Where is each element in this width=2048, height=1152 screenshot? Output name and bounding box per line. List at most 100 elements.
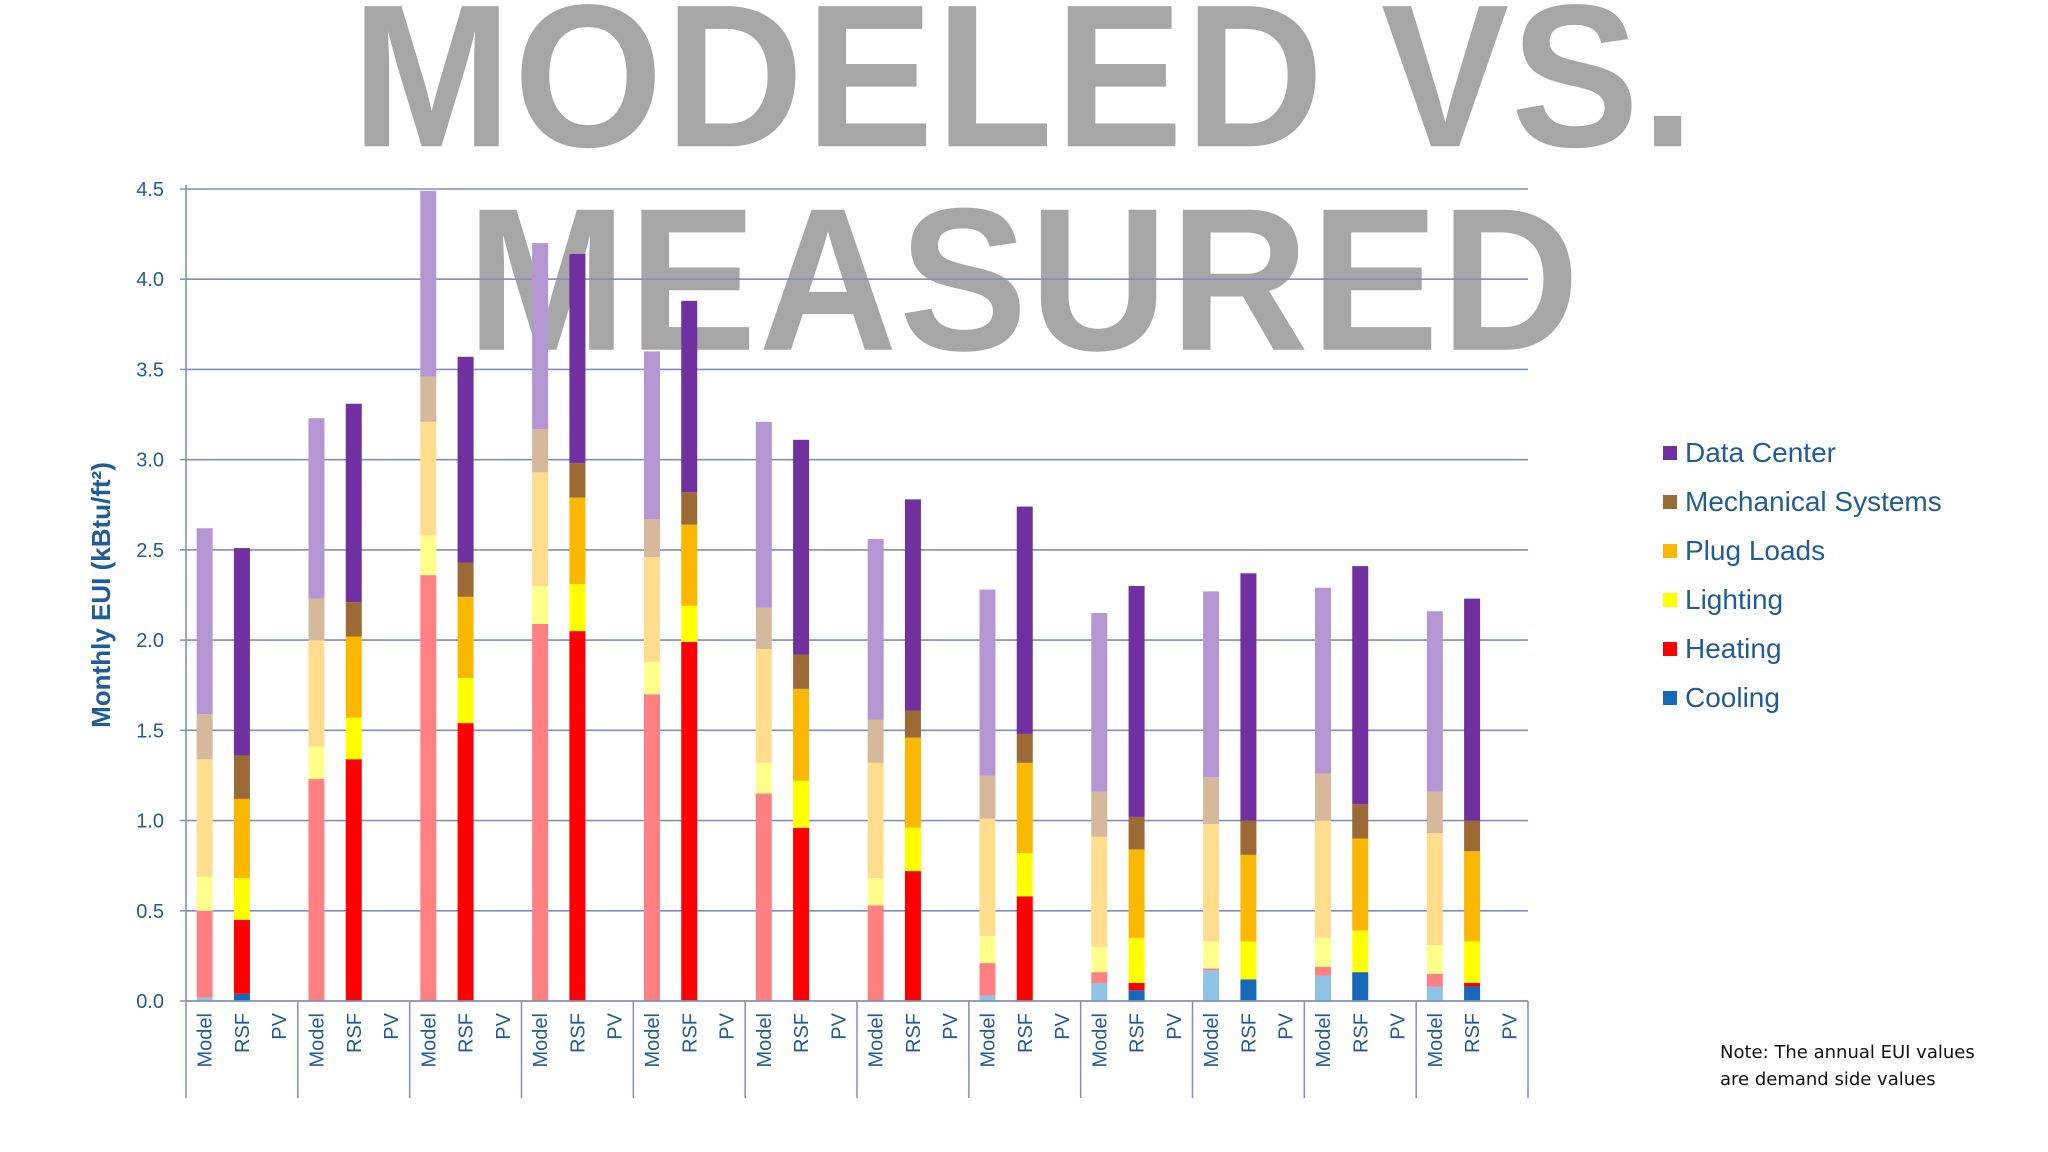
- bar-segment-model-heating: [755, 793, 772, 1001]
- bar-segment-rsf-lighting: [569, 584, 586, 632]
- x-tick-label: PV: [1388, 1012, 1410, 1039]
- bar-segment-rsf-data-center: [904, 499, 921, 711]
- bar-segment-rsf-cooling: [1464, 986, 1481, 1001]
- footnote: Note: The annual EUI values are demand s…: [1720, 1039, 2020, 1093]
- bar-segment-model-plug-loads: [755, 649, 772, 763]
- x-tick-label: RSF: [1238, 1013, 1260, 1053]
- bar-segment-model-heating: [1314, 966, 1331, 976]
- bar-segment-rsf-mechanical-systems: [1464, 820, 1481, 852]
- bar-segment-model-plug-loads: [308, 640, 325, 747]
- bar-segment-rsf-lighting: [681, 605, 698, 642]
- bar-segment-model-cooling: [1091, 982, 1108, 1001]
- bar-segment-model-lighting: [1203, 941, 1220, 969]
- legend-swatch: [1663, 543, 1677, 558]
- bar-segment-rsf-lighting: [233, 878, 250, 920]
- y-tick-label: 3.0: [136, 450, 164, 472]
- bar-segment-model-mechanical-systems: [755, 607, 772, 650]
- x-tick-label: PV: [493, 1012, 515, 1039]
- bar-segment-model-mechanical-systems: [1203, 777, 1220, 825]
- bar-segment-rsf-lighting: [904, 827, 921, 872]
- legend-label: Plug Loads: [1685, 534, 1826, 566]
- legend-item-mechanical-systems: Mechanical Systems: [1663, 477, 1942, 526]
- bar-segment-rsf-data-center: [233, 548, 250, 756]
- x-tick-label: PV: [828, 1012, 850, 1039]
- bar-segment-rsf-mechanical-systems: [681, 492, 698, 525]
- bar-segment-model-heating: [867, 905, 884, 1001]
- bar-segment-rsf-plug-loads: [793, 688, 810, 781]
- bar-segment-rsf-lighting: [1464, 941, 1481, 983]
- bar-segment-rsf-mechanical-systems: [233, 755, 250, 799]
- bar-segment-model-lighting: [755, 762, 772, 794]
- bar-segment-rsf-data-center: [1464, 598, 1481, 821]
- legend-label: Lighting: [1685, 583, 1784, 615]
- bar-segment-model-plug-loads: [1314, 820, 1331, 938]
- legend-swatch: [1663, 445, 1677, 460]
- bar-segment-model-data-center: [1091, 613, 1108, 792]
- x-tick-label: RSF: [1127, 1013, 1149, 1053]
- x-tick-label: RSF: [1462, 1013, 1484, 1053]
- bar-segment-model-cooling: [979, 995, 996, 1001]
- x-tick-label: Model: [195, 1013, 217, 1067]
- bar-segment-rsf-heating: [345, 759, 362, 1001]
- bar-segment-rsf-data-center: [681, 300, 698, 493]
- bar-segment-model-lighting: [420, 535, 437, 576]
- footnote-line: are demand side values: [1720, 1069, 1936, 1090]
- x-tick-label: PV: [1164, 1012, 1186, 1039]
- bar-segment-rsf-lighting: [1016, 853, 1033, 897]
- bar-segment-model-lighting: [308, 746, 325, 780]
- chart-legend: Data Center Mechanical Systems Plug Load…: [1663, 428, 1942, 722]
- x-tick-label: Model: [866, 1013, 888, 1067]
- x-tick-label: RSF: [1350, 1013, 1372, 1053]
- x-tick-label: Model: [977, 1013, 999, 1067]
- bar-segment-rsf-plug-loads: [1352, 838, 1369, 931]
- bar-segment-rsf-data-center: [569, 253, 586, 464]
- x-tick-label: PV: [1276, 1012, 1298, 1039]
- bar-segment-model-plug-loads: [532, 472, 549, 586]
- bar-segment-rsf-data-center: [1352, 566, 1369, 805]
- x-tick-label: PV: [1499, 1012, 1521, 1039]
- bar-segment-model-data-center: [867, 539, 884, 720]
- bar-segment-model-data-center: [196, 528, 213, 715]
- legend-label: Mechanical Systems: [1685, 485, 1942, 517]
- x-tick-label: Model: [1201, 1013, 1223, 1067]
- bar-segment-rsf-data-center: [345, 403, 362, 603]
- bar-segment-model-heating: [1426, 973, 1443, 987]
- bar-segment-rsf-data-center: [1128, 585, 1145, 817]
- bar-segment-model-lighting: [1314, 937, 1331, 967]
- bar-segment-rsf-lighting: [1128, 937, 1145, 983]
- bar-segment-model-heating: [532, 623, 549, 1001]
- bar-segment-rsf-mechanical-systems: [569, 463, 586, 498]
- bar-segment-rsf-mechanical-systems: [1128, 816, 1145, 850]
- x-tick-label: PV: [269, 1012, 291, 1039]
- y-tick-label: 4.5: [136, 179, 164, 201]
- x-tick-label: PV: [717, 1012, 739, 1039]
- legend-swatch: [1663, 641, 1677, 656]
- bar-segment-model-heating: [196, 910, 213, 998]
- y-tick-label: 1.0: [136, 811, 164, 833]
- bar-segment-model-plug-loads: [1091, 836, 1108, 947]
- bar-segment-model-mechanical-systems: [308, 598, 325, 641]
- legend-item-lighting: Lighting: [1663, 575, 1942, 624]
- bar-segment-model-cooling: [1426, 986, 1443, 1001]
- bar-segment-rsf-cooling: [1240, 979, 1257, 1001]
- legend-item-plug-loads: Plug Loads: [1663, 526, 1942, 575]
- x-tick-label: Model: [1313, 1013, 1335, 1067]
- bar-segment-rsf-mechanical-systems: [904, 710, 921, 738]
- bar-segment-model-data-center: [1314, 587, 1331, 774]
- legend-swatch: [1663, 592, 1677, 607]
- x-tick-label: PV: [940, 1012, 962, 1039]
- bar-segment-model-mechanical-systems: [1314, 773, 1331, 821]
- y-tick-label: 4.0: [136, 269, 164, 291]
- x-tick-label: PV: [381, 1012, 403, 1039]
- bar-segment-model-data-center: [979, 589, 996, 776]
- y-tick-label: 3.5: [136, 359, 164, 381]
- bar-segment-rsf-data-center: [457, 356, 474, 563]
- bar-segment-model-data-center: [532, 243, 549, 429]
- bar-segment-model-mechanical-systems: [420, 376, 437, 422]
- bar-segment-rsf-plug-loads: [345, 636, 362, 718]
- bar-segment-rsf-plug-loads: [1240, 854, 1257, 942]
- y-tick-label: 1.5: [136, 720, 164, 742]
- bar-segment-rsf-plug-loads: [681, 524, 698, 606]
- bar-segment-model-mechanical-systems: [532, 428, 549, 473]
- bar-segment-rsf-mechanical-systems: [793, 654, 810, 689]
